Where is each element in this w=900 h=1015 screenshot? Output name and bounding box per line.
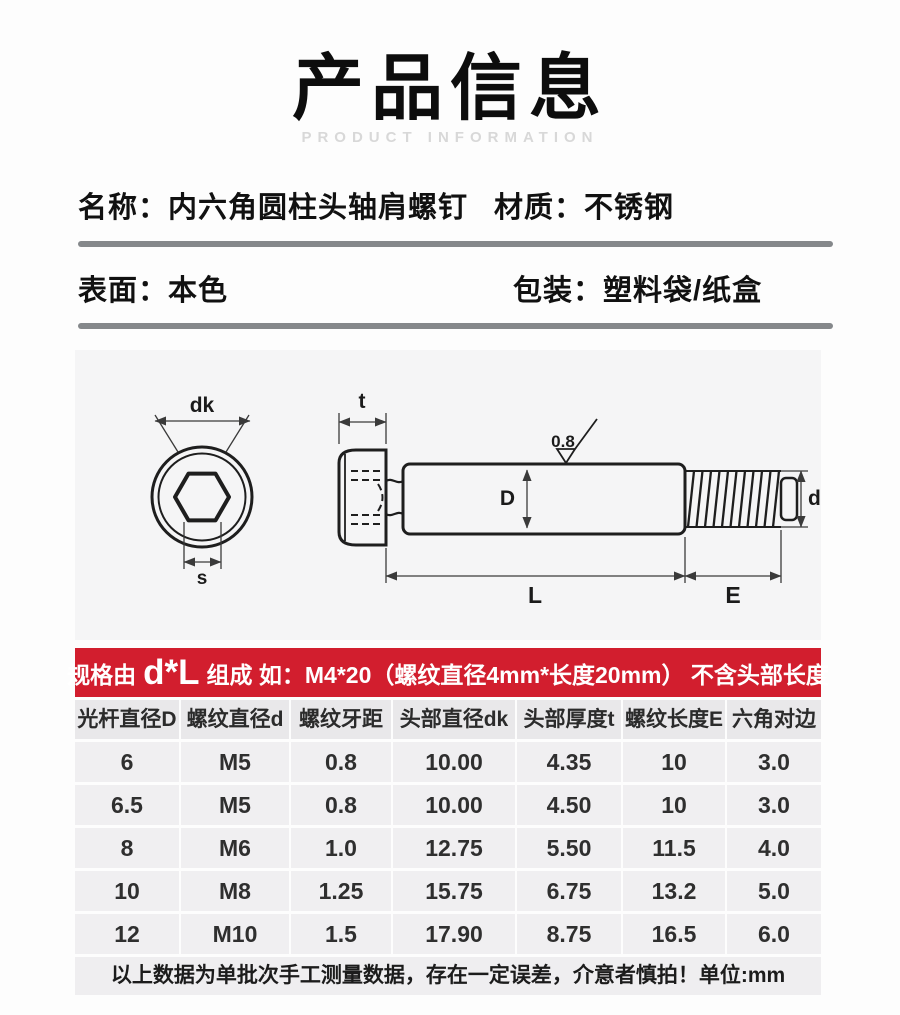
- table-cell: M5: [181, 742, 289, 782]
- name-label: 名称：: [78, 192, 169, 224]
- hex-socket: [173, 471, 231, 523]
- col-header: 六角对边s: [727, 700, 821, 770]
- shoulder-body: [401, 462, 687, 536]
- name-value: 内六角圆柱头轴肩螺钉: [168, 192, 469, 224]
- table-cell: 6.0: [727, 914, 821, 954]
- technical-drawing: dk s t: [75, 350, 821, 640]
- table-row: 6 M5 0.8 10.00 4.35 10 3.0: [75, 742, 821, 782]
- table-cell: 6.75: [517, 871, 621, 911]
- col-header: 光杆直径D: [75, 700, 179, 739]
- table-row: 12 M10 1.5 17.90 8.75 16.5 6.0: [75, 914, 821, 954]
- table-cell: 16.5: [623, 914, 725, 954]
- table-cell: 4.50: [517, 785, 621, 825]
- E-label: E: [725, 582, 740, 608]
- screw-diagram-svg: dk s t: [150, 390, 821, 608]
- table-cell: 10.00: [393, 785, 515, 825]
- divider-bar: [78, 241, 833, 247]
- table-cell: 12.75: [393, 828, 515, 868]
- table-cell: 4.35: [517, 742, 621, 782]
- table-footnote: 以上数据为单批次手工测量数据，存在一定误差，介意者慎拍！单位:mm: [75, 957, 821, 995]
- socket-hidden-curve: [377, 483, 384, 512]
- thread-tip: [779, 476, 799, 522]
- table-cell: 12: [75, 914, 179, 954]
- D-label: D: [500, 487, 515, 510]
- surface-value: 本色: [168, 275, 229, 307]
- spec-table: 光杆直径D 螺纹直径d 螺纹牙距 头部直径dk 头部厚度t 螺纹长度E 六角对边…: [75, 700, 821, 995]
- head-outer-circle: [150, 445, 254, 549]
- page-subtitle: PRODUCT INFORMATION: [301, 129, 599, 146]
- name-material-row: 名称：内六角圆柱头轴肩螺钉 材质：不锈钢: [78, 184, 674, 226]
- table-cell: 13.2: [623, 871, 725, 911]
- table-cell: 8: [75, 828, 179, 868]
- material-value: 不锈钢: [584, 192, 675, 224]
- table-row: 6.5 M5 0.8 10.00 4.50 10 3.0: [75, 785, 821, 825]
- head-inner-circle: [157, 452, 247, 542]
- surface-row: 表面：本色: [78, 267, 228, 309]
- table-cell: 5.50: [517, 828, 621, 868]
- table-cell: 5.0: [727, 871, 821, 911]
- table-cell: 1.25: [291, 871, 391, 911]
- divider-bar: [78, 323, 833, 329]
- roughness-triangle: [555, 448, 577, 465]
- package-value: 塑料袋/纸盒: [603, 275, 763, 307]
- neck-top: [385, 478, 404, 484]
- table-cell: M6: [181, 828, 289, 868]
- table-cell: 0.8: [291, 742, 391, 782]
- dk-label: dk: [190, 394, 215, 417]
- col-header: 螺纹直径d: [181, 700, 289, 739]
- col-header: 螺纹长度E: [623, 700, 725, 739]
- col-header: 头部直径dk: [393, 700, 515, 739]
- banner-prefix: 规格由: [67, 661, 137, 688]
- col-header: 螺纹牙距: [291, 700, 391, 739]
- table-cell: 10: [623, 785, 725, 825]
- page-title: 产品信息: [291, 49, 608, 129]
- col-header: 头部厚度t: [517, 700, 621, 739]
- table-cell: M8: [181, 871, 289, 911]
- table-cell: M5: [181, 785, 289, 825]
- neck-bottom: [385, 511, 404, 517]
- thread-ridges: [686, 470, 781, 528]
- roughness-slash: [574, 418, 598, 450]
- table-cell: 3.0: [727, 785, 821, 825]
- t-label: t: [359, 390, 366, 413]
- table-cell: 10.00: [393, 742, 515, 782]
- table-cell: 1.5: [291, 914, 391, 954]
- table-cell: 0.8: [291, 785, 391, 825]
- table-cell: M10: [181, 914, 289, 954]
- table-row: 8 M6 1.0 12.75 5.50 11.5 4.0: [75, 828, 821, 868]
- table-cell: 6.5: [75, 785, 179, 825]
- head-profile: [337, 448, 388, 547]
- table-cell: 3.0: [727, 742, 821, 782]
- package-row: 包装：塑料袋/纸盒: [513, 267, 762, 309]
- side-view: t D 0.8: [337, 390, 821, 608]
- front-view: dk s: [150, 394, 254, 589]
- table-cell: 1.0: [291, 828, 391, 868]
- package-label: 包装：: [513, 275, 604, 307]
- table-cell: 17.90: [393, 914, 515, 954]
- roughness-label: 0.8: [551, 432, 575, 451]
- L-label: L: [528, 582, 542, 608]
- material-label: 材质：: [494, 192, 585, 224]
- table-header-row: 光杆直径D 螺纹直径d 螺纹牙距 头部直径dk 头部厚度t 螺纹长度E 六角对边…: [75, 700, 821, 770]
- surface-label: 表面：: [78, 275, 169, 307]
- table-cell: 8.75: [517, 914, 621, 954]
- table-row: 10 M8 1.25 15.75 6.75 13.2 5.0: [75, 871, 821, 911]
- table-cell: 6: [75, 742, 179, 782]
- table-cell: 10: [623, 742, 725, 782]
- s-label: s: [197, 568, 208, 589]
- table-cell: 4.0: [727, 828, 821, 868]
- banner-suffix: 组成 如：M4*20（螺纹直径4mm*长度20mm） 不含头部长度: [206, 661, 829, 688]
- table-cell: 11.5: [623, 828, 725, 868]
- banner-code: d*L: [143, 652, 200, 692]
- table-cell: 15.75: [393, 871, 515, 911]
- spec-banner: 规格由 d*L 组成 如：M4*20（螺纹直径4mm*长度20mm） 不含头部长…: [67, 648, 829, 697]
- d-label: d: [808, 487, 821, 510]
- table-cell: 10: [75, 871, 179, 911]
